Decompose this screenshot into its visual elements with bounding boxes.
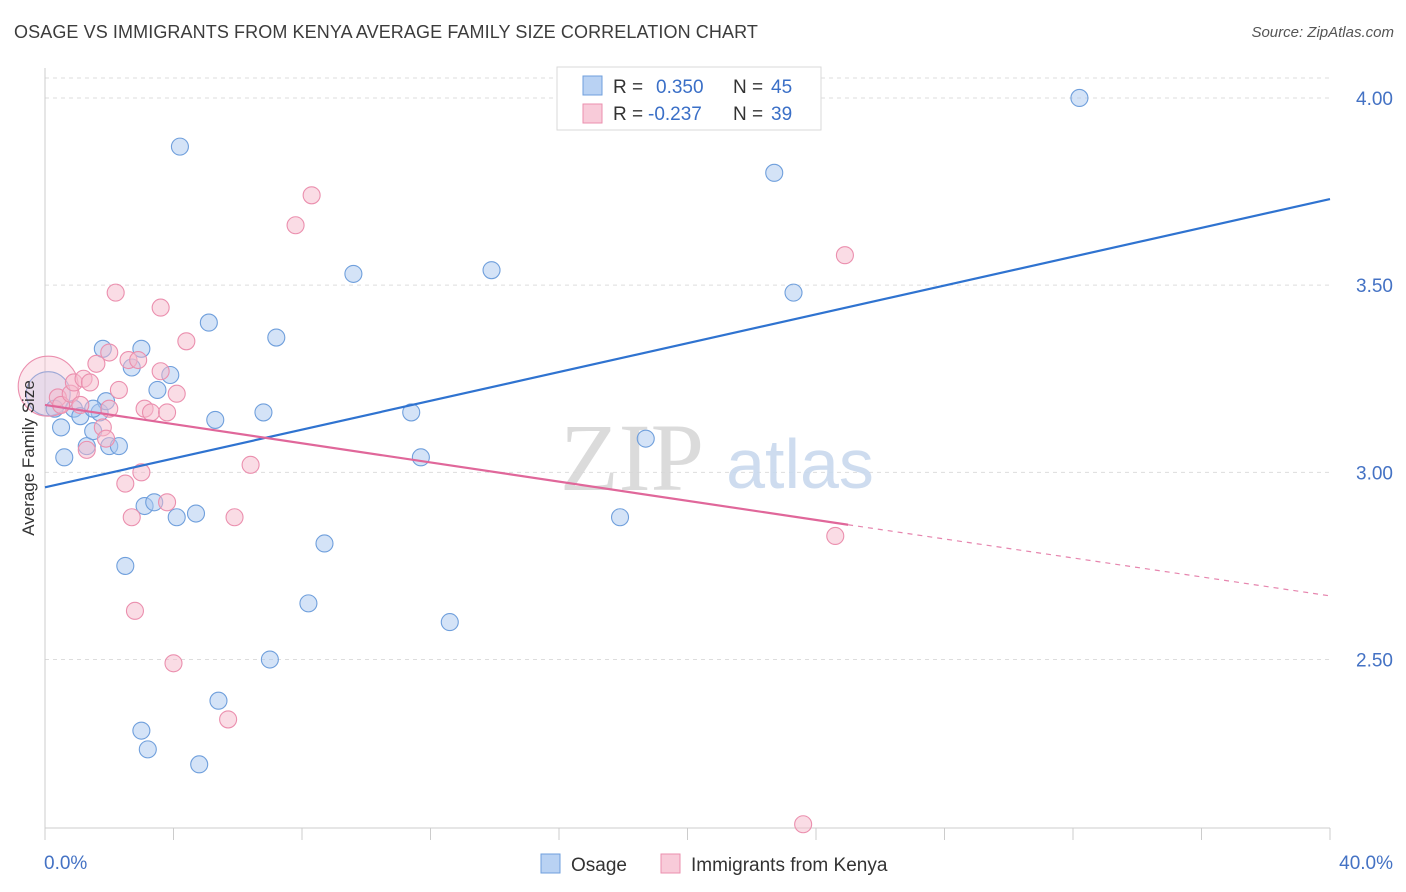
legend-osage-r-label: R = [613,77,643,98]
kenya-point [794,815,813,834]
kenya-point [106,283,125,302]
legend-osage-r-value: 0.350 [656,77,704,98]
legend-kenya-swatch [582,103,603,124]
osage-point [402,403,421,422]
bottom-legend-kenya-label: Immigrants from Kenya [691,855,888,876]
osage-point [116,556,135,575]
osage-point [482,261,501,280]
osage-point [170,137,189,156]
kenya-point [141,403,161,422]
legend-kenya-r-label: R = [613,104,643,125]
watermark-atlas: atlas [726,425,874,503]
kenya-point [219,710,238,729]
kenya-point [80,373,100,392]
osage-point [440,613,459,632]
legend-kenya-n-value: 39 [771,104,792,125]
osage-point [132,721,151,740]
osage-trend-line [44,197,1331,489]
legend-osage-swatch [582,75,603,96]
legend-osage-n-label: N = [733,77,763,98]
osage-point [199,313,218,332]
osage-point [315,534,334,553]
kenya-trend-line [44,403,849,526]
osage-point [344,264,363,283]
osage-point [190,755,209,774]
kenya-point [826,526,845,546]
kenya-point [122,508,141,527]
kenya-point [125,601,144,620]
trend-layer [44,197,1331,597]
kenya-point [158,493,177,512]
osage-point [148,380,167,400]
watermark: ZIP atlas [560,404,874,511]
osage-point [1070,88,1089,108]
kenya-point [77,440,96,459]
kenya-point [96,429,116,448]
kenya-point [167,384,186,403]
kenya-point [132,463,151,482]
osage-point [206,410,225,429]
points-layer [17,88,1089,834]
kenya-point [87,354,106,373]
kenya-point [177,332,196,351]
kenya-point [158,403,177,422]
kenya-point [241,455,260,474]
osage-point [209,691,228,710]
legend-kenya-n-label: N = [733,104,763,125]
kenya-point [835,246,854,265]
osage-point [52,418,71,437]
kenya-point [302,186,321,205]
osage-point [138,740,157,759]
correlation-legend: R = 0.350 N = 45 R = -0.237 N = 39 [556,66,822,131]
osage-point [299,594,318,613]
osage-point [167,508,186,527]
bottom-legend-osage-swatch [540,853,561,874]
osage-point [186,504,206,523]
axis-layer: 2.50 3.00 3.50 4.00 0.0% 40.0% [44,68,1393,874]
osage-point [267,328,286,347]
bottom-legend-osage-label: Osage [571,855,627,876]
x-tick-label: 40.0% [1339,853,1393,874]
osage-point [260,650,279,669]
kenya-point [286,216,305,235]
legend-osage-n-value: 45 [771,77,792,98]
kenya-trend-extension [848,524,1331,597]
y-tick-label: 3.50 [1356,276,1393,297]
chart-title: OSAGE VS IMMIGRANTS FROM KENYA AVERAGE F… [14,22,758,42]
osage-point [765,163,784,182]
y-tick-label: 2.50 [1356,651,1393,672]
x-tick-label: 0.0% [44,853,87,874]
bottom-legend-kenya-swatch [660,853,681,874]
y-axis-label: Average Family Size [19,380,38,536]
kenya-point [225,508,244,527]
kenya-point [100,343,119,362]
series-legend: Osage Immigrants from Kenya [540,853,888,876]
osage-point [636,429,655,448]
kenya-point [151,298,170,317]
y-tick-label: 3.00 [1356,463,1393,484]
osage-point [254,403,273,422]
kenya-point [164,654,183,673]
osage-point [610,508,630,527]
kenya-point [109,380,128,400]
y-tick-label: 4.00 [1356,89,1393,110]
legend-kenya-r-value: -0.237 [648,104,702,125]
osage-point [784,283,803,302]
kenya-point [129,350,148,370]
watermark-zip: ZIP [560,404,704,511]
source-attribution: Source: ZipAtlas.com [1251,24,1394,41]
kenya-point [151,362,170,381]
osage-point [411,448,430,467]
kenya-point [116,474,135,493]
osage-point [55,448,74,467]
grid-layer [45,77,1330,661]
